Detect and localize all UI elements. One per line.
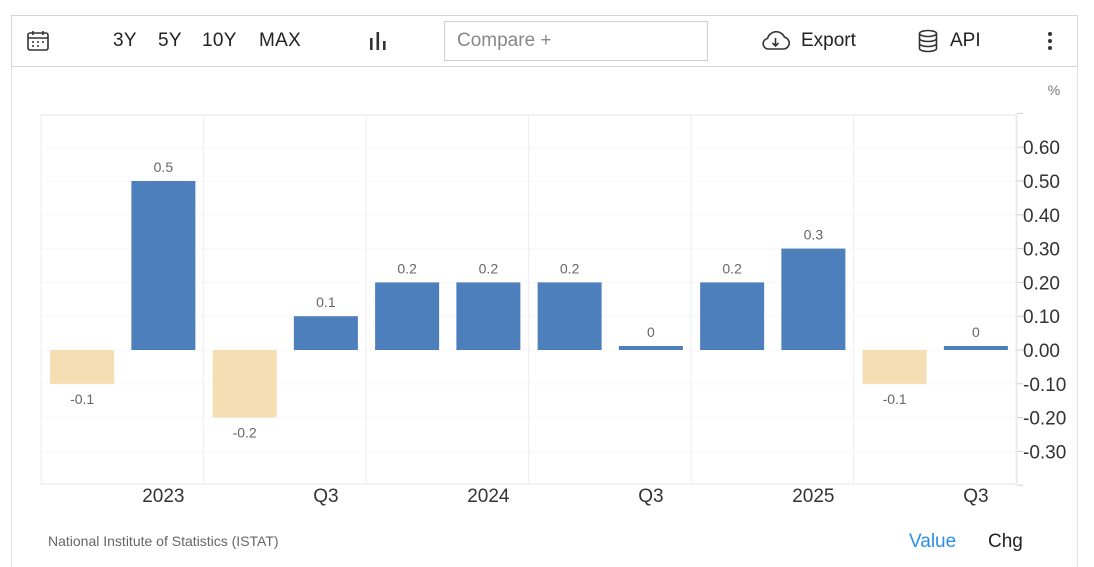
y-tick-label: -0.20 [1023,409,1066,430]
bar-chart-icon[interactable] [368,16,388,66]
bar[interactable] [943,346,1008,350]
chg-toggle[interactable]: Chg [988,531,1023,552]
data-label: 0.2 [397,260,417,276]
x-tick-label: 2024 [467,486,510,507]
compare-input[interactable] [444,21,708,61]
y-tick-label: 0.10 [1023,307,1060,328]
calendar-icon[interactable] [26,16,50,66]
bar-chart: % -0.10.5-0.20.10.2 0.2 0.200.20.3-0.10 0.… [40,82,1066,507]
api-label: API [950,30,981,51]
database-icon [917,29,939,53]
data-label: -0.2 [233,425,257,441]
x-tick-label: 2023 [142,486,184,507]
unit-label: % [1048,82,1060,98]
kebab-menu-icon[interactable] [1046,16,1054,66]
data-label: 0.3 [804,227,824,243]
x-axis: 2023 Q3 2024 Q3 2025 Q3 [142,486,988,507]
source-attribution: National Institute of Statistics (ISTAT) [48,533,279,549]
bar[interactable] [131,181,196,350]
x-tick-label: Q3 [313,486,338,507]
x-tick-label: Q3 [638,486,663,507]
range-max-button[interactable]: MAX [259,30,302,51]
y-tick-label: 0.40 [1023,206,1060,227]
y-axis: 0.60 0.50 0.40 0.30 0.20 0.10 0.00 -0.10 -0.20 -0… [1023,138,1066,463]
data-label: 0 [972,324,980,340]
data-label: 0.5 [154,159,174,175]
bar[interactable] [537,282,602,350]
bar[interactable] [618,346,683,350]
data-label: -0.1 [883,391,907,407]
bar[interactable] [375,282,440,350]
y-tick-label: 0.20 [1023,273,1060,294]
export-label: Export [801,30,856,51]
value-toggle[interactable]: Value [909,531,957,552]
bar[interactable] [862,350,927,384]
export-button[interactable]: Export [760,16,856,66]
y-tick-label: 0.00 [1023,341,1060,362]
data-label: 0.2 [560,260,580,276]
bar-series: -0.1 0.5 -0.2 0.1 0.2 0.2 0.2 0 0.2 0.3 -0.1 0 [50,159,1008,441]
chart-grid [40,112,1023,486]
x-tick-label: Q3 [963,486,988,507]
bar[interactable] [781,248,846,350]
cloud-download-icon [760,31,791,51]
bar[interactable] [456,282,521,350]
y-tick-label: -0.10 [1023,375,1066,396]
y-tick-label: 0.30 [1023,240,1060,261]
range-3y-button[interactable]: 3Y [113,30,137,51]
bar[interactable] [700,282,765,350]
y-tick-label: -0.30 [1023,442,1066,463]
bar[interactable] [293,316,358,350]
bar[interactable] [212,350,277,418]
data-label: 0.2 [479,260,499,276]
y-tick-label: 0.50 [1023,172,1060,193]
bar[interactable] [50,350,115,384]
data-label: 0.1 [316,294,336,310]
range-10y-button[interactable]: 10Y [202,30,237,51]
data-label: 0 [647,324,655,340]
data-label: 0.2 [722,260,742,276]
range-5y-button[interactable]: 5Y [158,30,182,51]
chart-toolbar: 3Y 5Y 10Y MAX Export API [11,15,1078,67]
x-tick-label: 2025 [792,486,834,507]
api-button[interactable]: API [917,16,981,66]
data-label: -0.1 [70,391,94,407]
y-tick-label: 0.60 [1023,138,1060,159]
chart-panel [11,67,1078,567]
